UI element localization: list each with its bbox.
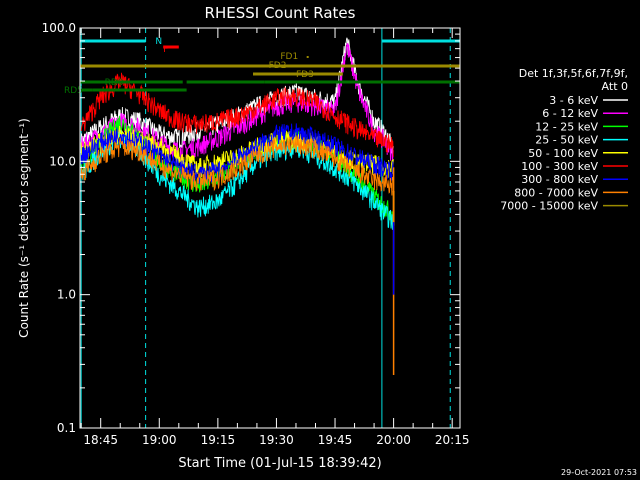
legend-entry-label: 12 - 25 keV [535, 120, 598, 133]
y-tick-label: 0.1 [57, 421, 76, 435]
fd2-label: FD2 [269, 61, 287, 71]
legend-header: Det 1f,3f,5f,6f,7f,9f, [519, 67, 628, 80]
axes: 0.1 1.0 10.0 100.0 18:45 19:00 19:15 19:30 19:45… [42, 21, 470, 447]
timestamp: 29-Oct-2021 07:53 [561, 468, 637, 477]
x-tick-label: 19:15 [201, 433, 236, 447]
x-tick-label: 20:00 [376, 433, 411, 447]
fd1-label: FD1 [280, 52, 298, 62]
fd1-marker [306, 56, 309, 58]
x-tick-label: 19:45 [318, 433, 353, 447]
legend-entry-label: 25 - 50 keV [535, 134, 598, 147]
legend-entry-label: 800 - 7000 keV [514, 186, 598, 199]
x-axis-label: Start Time (01-Jul-15 18:39:42) [178, 456, 381, 471]
legend-entry-label: 7000 - 15000 keV [500, 200, 598, 213]
series-line [80, 115, 394, 224]
chart-title: RHESSI Count Rates [205, 4, 356, 22]
x-tick-label: 19:30 [259, 433, 294, 447]
series-line [80, 42, 394, 165]
legend-header: Att 0 [602, 80, 628, 93]
series-800-7000-kev [80, 135, 394, 196]
fd3-label: FD3 [296, 70, 314, 80]
legend-entry-label: 3 - 6 keV [549, 94, 598, 107]
y-tick-label: 10.0 [49, 154, 76, 168]
legend-entry-label: 50 - 100 keV [528, 147, 598, 160]
legend-entry-label: 100 - 300 keV [521, 160, 598, 173]
x-tick-label: 19:00 [142, 433, 177, 447]
x-tick-label: 18:45 [83, 433, 118, 447]
series-line [80, 135, 394, 196]
series-100-300-kev [80, 72, 394, 157]
series-6-12-kev [80, 42, 394, 165]
legend-entry-label: 300 - 800 keV [521, 173, 598, 186]
y-axis-label: Count Rate (s⁻¹ detector segment⁻¹) [17, 118, 31, 338]
n-label: N [155, 37, 162, 47]
plot-frame [79, 27, 461, 429]
y-tick-label: 100.0 [42, 21, 76, 35]
rd0-label: RD0 [105, 78, 124, 88]
rd5-label: RD5 [64, 86, 83, 96]
x-tick-label: 20:15 [435, 433, 470, 447]
series-12-25-kev [80, 115, 394, 224]
y-tick-label: 1.0 [57, 288, 76, 302]
series-line [80, 72, 394, 157]
f-label: F [163, 45, 168, 55]
legend-entry-label: 6 - 12 keV [542, 107, 598, 120]
